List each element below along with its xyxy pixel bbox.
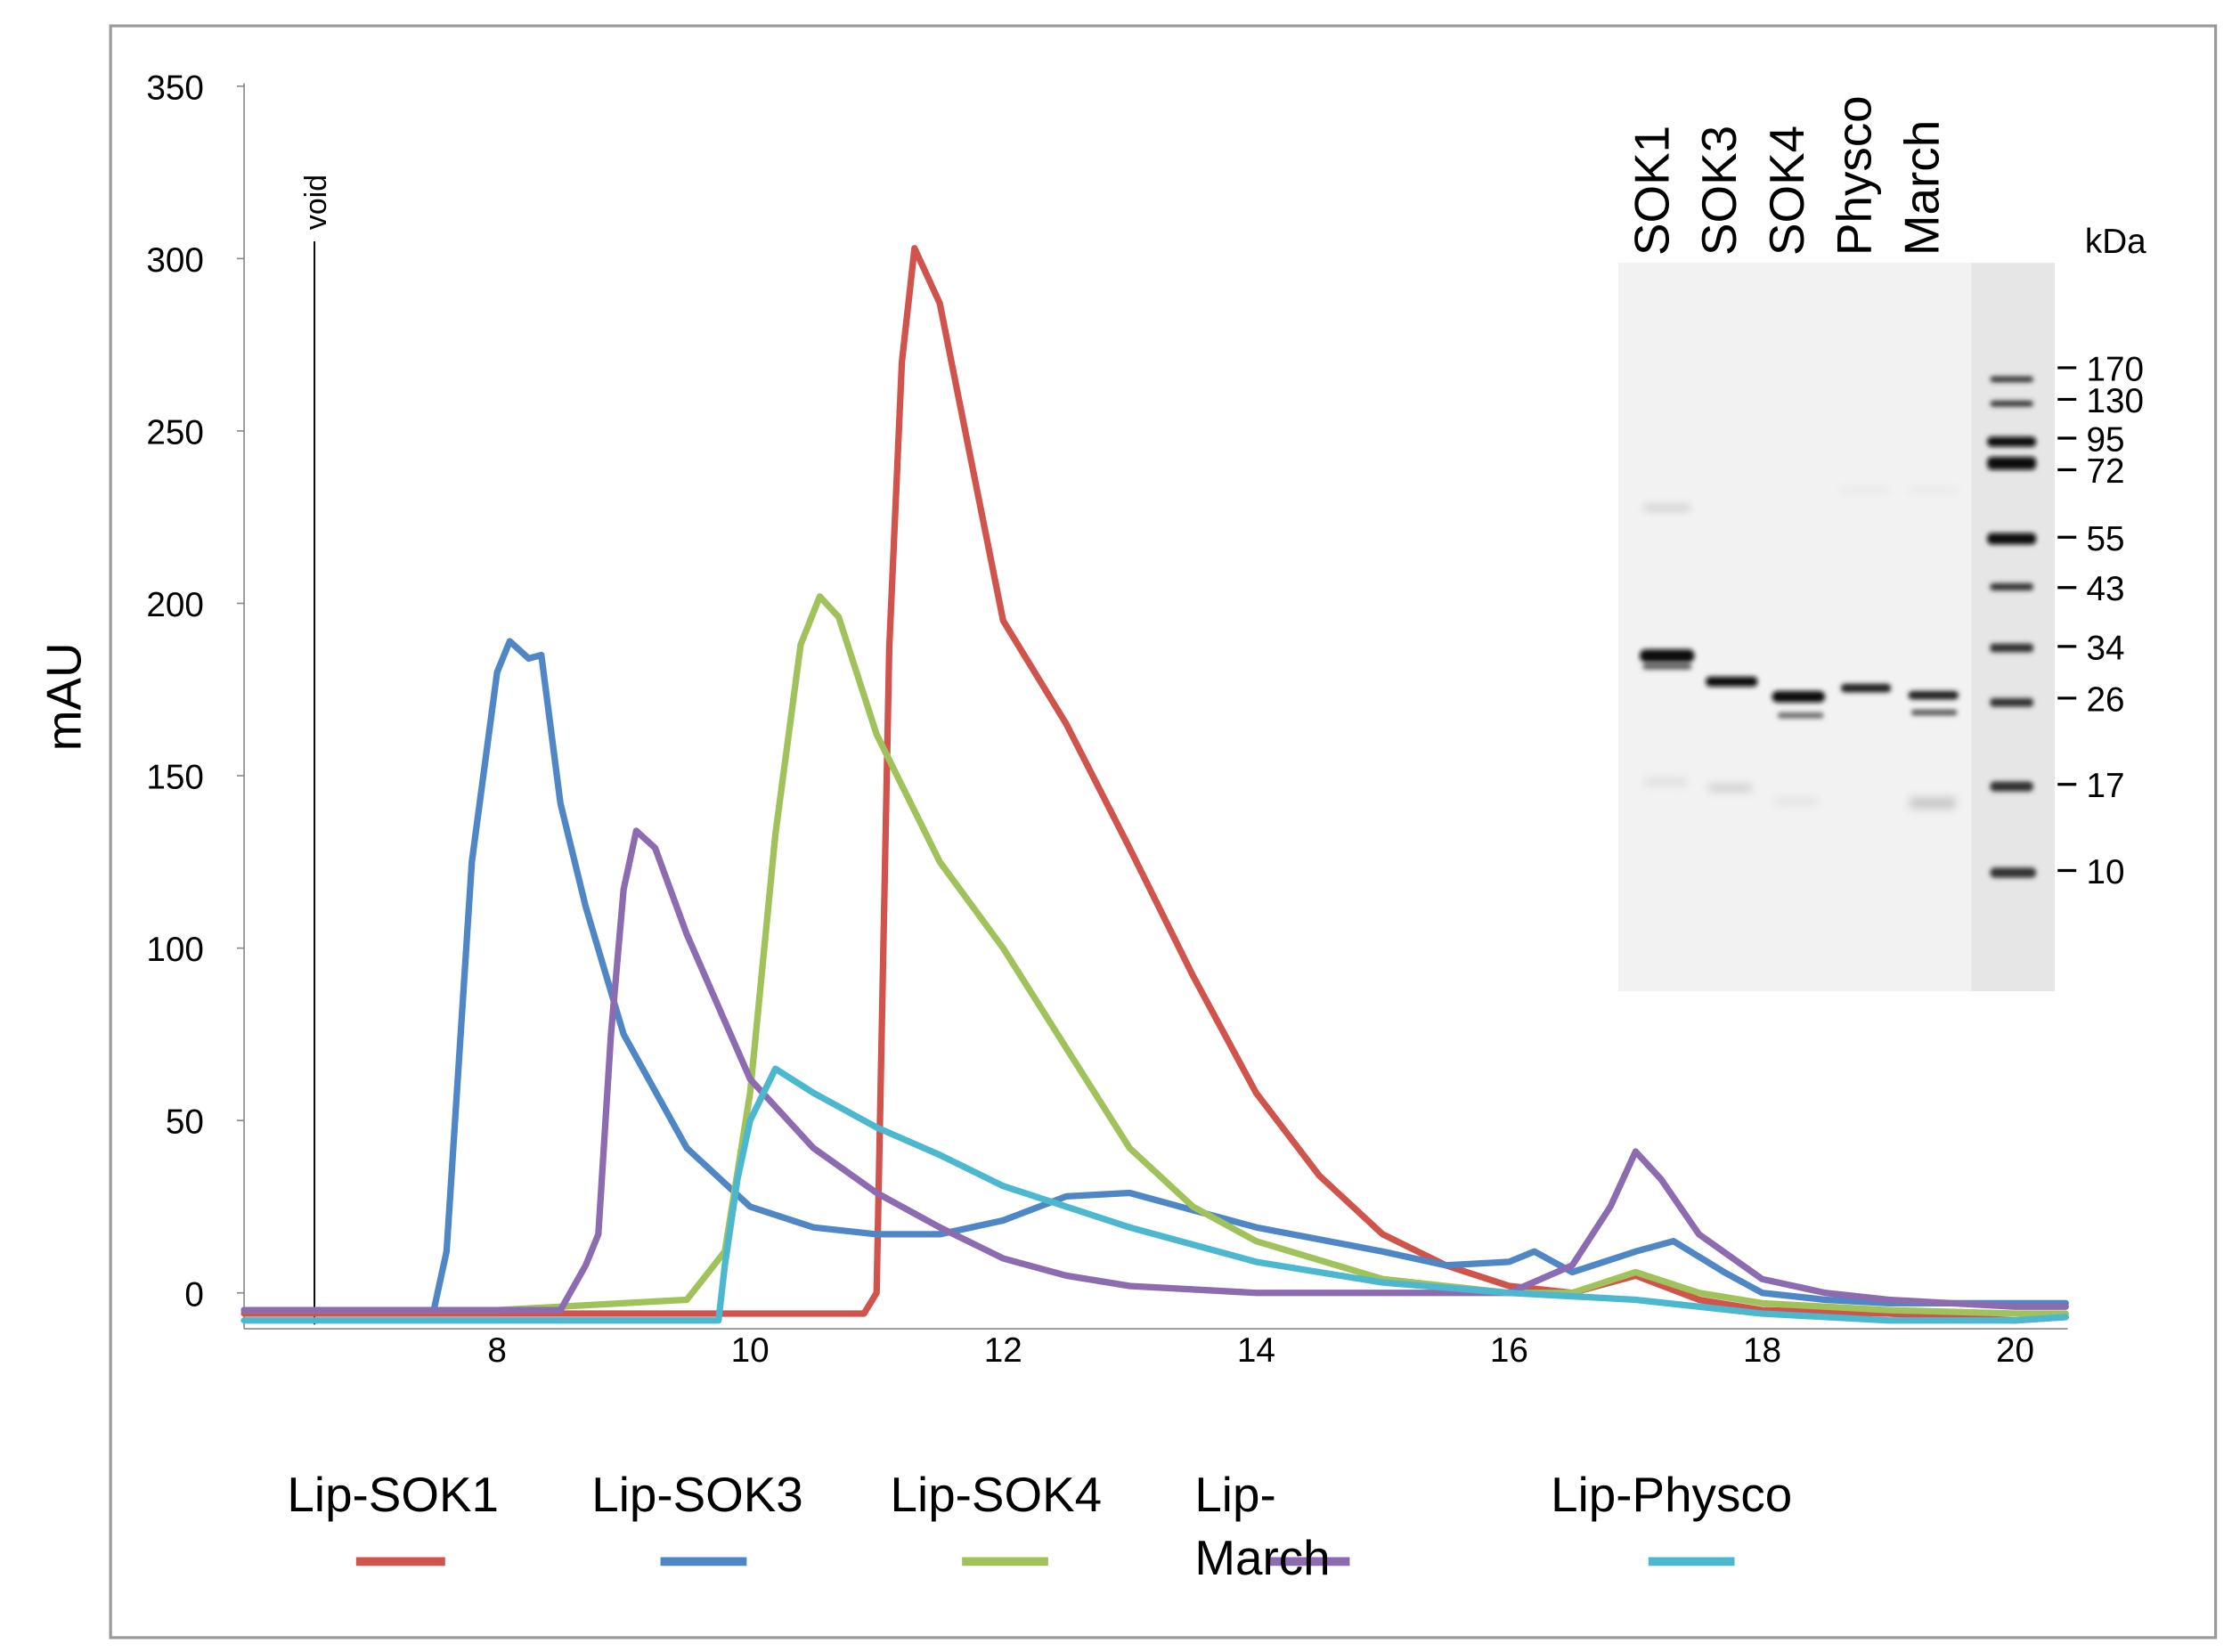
gel-marker-label: 130 [2086,382,2144,420]
series-line-lip-sok1 [240,245,2069,1324]
x-tick-label: 16 [1490,1331,1528,1370]
x-tick-label: 20 [1996,1331,2034,1370]
series-line-lip-sok3 [240,638,2069,1314]
gel-lane-label: SOK4 [1759,126,1814,256]
y-tick-label: 50 [166,1103,204,1142]
legend-label-sok4: Lip-SOK4 [891,1467,1103,1522]
y-axis-label: mAU [36,642,91,751]
legend-label-sok3: Lip-SOK3 [591,1467,803,1522]
y-tick-label: 250 [146,413,204,452]
y-tick-label: 200 [146,586,204,624]
gel-ladder-lane [1971,263,2056,991]
gel-marker-label: 43 [2086,570,2124,608]
series-line-lip-march [240,827,2069,1314]
legend: Lip-SOK1 Lip-SOK3 Lip-SOK4 Lip- March Li… [287,1467,1792,1585]
gel-marker-label: 95 [2086,420,2124,459]
series-line-lip-sok4 [240,593,2069,1317]
gel-lane-label: SOK1 [1624,126,1679,256]
series-line-lip-physco [240,1065,2069,1324]
gel-lane-label: SOK3 [1691,126,1747,256]
gel-marker-label: 10 [2086,853,2124,891]
x-tick-label: 12 [984,1331,1022,1370]
legend-label-physco: Lip-Physco [1551,1467,1792,1522]
gel-sample-lanes [1617,263,1972,991]
gel-marker-label: 72 [2086,452,2124,491]
gel-lane-label: Physco [1827,95,1882,256]
gel-marker-label: 55 [2086,520,2124,558]
y-tick-label: 150 [146,759,204,797]
x-tick-label: 14 [1237,1331,1275,1370]
void-label: void [299,175,333,230]
legend-label-march-line2: March [1194,1530,1330,1585]
y-tick-label: 300 [146,241,204,280]
y-tick-label: 100 [146,931,204,969]
legend-label-march-line1: Lip- [1194,1467,1275,1522]
x-tick-label: 18 [1743,1331,1781,1370]
y-tick-label: 350 [146,69,204,107]
axes [243,83,2068,1330]
gel-marker-label: 17 [2086,767,2124,805]
legend-label-sok1: Lip-SOK1 [287,1467,499,1522]
x-tick-label: 8 [487,1331,507,1370]
gel-marker-label: 34 [2086,629,2124,667]
gel-lane-label: March [1894,120,1949,256]
gel-marker-label: 170 [2086,350,2144,388]
gel-marker-label: 26 [2086,680,2124,719]
x-tick-label: 10 [731,1331,770,1370]
y-tick-label: 0 [184,1275,204,1314]
gel-unit-label: kDa [2085,223,2146,261]
